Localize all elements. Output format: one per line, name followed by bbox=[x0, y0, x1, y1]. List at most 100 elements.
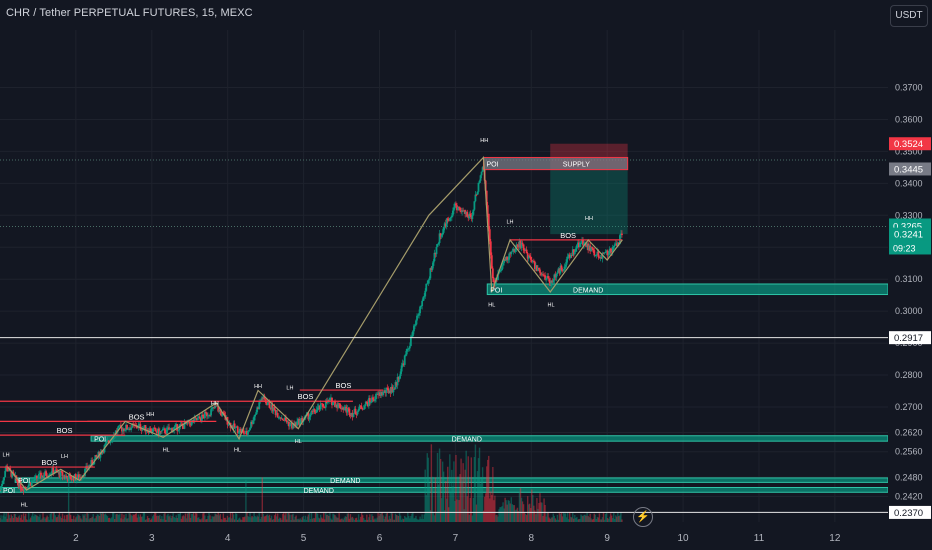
volume-bar bbox=[162, 519, 164, 522]
volume-bar bbox=[5, 512, 7, 522]
volume-bar bbox=[42, 512, 44, 522]
volume-bar bbox=[606, 517, 609, 522]
volume-bar bbox=[593, 513, 595, 522]
candle-body bbox=[358, 405, 361, 409]
candle-body bbox=[299, 419, 302, 426]
candle-body bbox=[1, 483, 3, 487]
volume-bar bbox=[596, 516, 599, 522]
time-tick-label: 5 bbox=[301, 533, 307, 544]
volume-bar bbox=[168, 516, 170, 522]
volume-bar bbox=[244, 516, 246, 522]
target-zone bbox=[550, 170, 628, 235]
price-tick-label: 0.3300 bbox=[895, 210, 923, 220]
candle-body bbox=[576, 242, 579, 246]
volume-bar bbox=[170, 518, 172, 522]
currency-button[interactable]: USDT bbox=[890, 5, 928, 27]
volume-bar bbox=[181, 516, 184, 522]
volume-bar bbox=[346, 513, 349, 522]
price-tick-label: 0.2800 bbox=[895, 370, 923, 380]
candle-body bbox=[379, 392, 382, 396]
candle-body bbox=[50, 473, 53, 475]
volume-bar bbox=[334, 515, 336, 522]
volume-bar bbox=[485, 466, 488, 522]
volume-bar bbox=[44, 518, 46, 522]
volume-bar bbox=[59, 516, 62, 522]
candle-body bbox=[400, 365, 403, 372]
volume-bar bbox=[433, 515, 436, 522]
volume-bar bbox=[430, 444, 433, 522]
volume-bar bbox=[309, 519, 312, 522]
price-tick-label: 0.2700 bbox=[895, 402, 923, 412]
candle-body bbox=[442, 227, 445, 233]
structure-label: HL bbox=[295, 439, 302, 445]
candle-body bbox=[424, 290, 427, 297]
candle-body bbox=[337, 403, 340, 408]
volume-bar bbox=[517, 511, 520, 522]
volume-bar bbox=[510, 497, 512, 522]
candle-body bbox=[415, 320, 417, 326]
volume-bar bbox=[463, 509, 465, 522]
candle-body bbox=[393, 388, 396, 390]
candle-body bbox=[171, 428, 174, 433]
candle-body bbox=[220, 411, 223, 416]
volume-bar bbox=[380, 513, 382, 522]
candle-body bbox=[365, 401, 368, 403]
candle-body bbox=[528, 255, 531, 257]
candle-body bbox=[389, 390, 392, 394]
volume-bar bbox=[108, 517, 111, 522]
candle-body bbox=[569, 255, 572, 258]
demand-zone bbox=[486, 283, 889, 296]
volume-bar bbox=[568, 512, 571, 522]
candle-body bbox=[573, 251, 576, 255]
volume-bar bbox=[481, 467, 484, 522]
volume-bar bbox=[155, 513, 157, 522]
volume-bar bbox=[598, 513, 601, 522]
volume-bar bbox=[608, 516, 611, 522]
volume-bar bbox=[375, 519, 377, 522]
volume-bar bbox=[543, 498, 545, 522]
volume-bar bbox=[61, 513, 64, 522]
candle-body bbox=[621, 233, 623, 236]
volume-bar bbox=[326, 515, 328, 522]
candle-body bbox=[348, 408, 351, 416]
volume-bar bbox=[277, 518, 280, 522]
volume-bar bbox=[220, 519, 223, 522]
volume-bar bbox=[497, 516, 499, 522]
volume-bar bbox=[41, 518, 43, 522]
volume-bar bbox=[553, 515, 556, 522]
zigzag-line bbox=[7, 156, 623, 491]
volume-bar bbox=[186, 513, 189, 522]
candle-body bbox=[328, 400, 330, 402]
volume-bar bbox=[523, 512, 526, 522]
volume-bar bbox=[321, 517, 323, 522]
volume-bar bbox=[201, 518, 203, 522]
candle-body bbox=[511, 250, 514, 252]
candle-body bbox=[263, 395, 266, 400]
candle-body bbox=[231, 425, 234, 430]
candle-body bbox=[343, 408, 346, 411]
volume-bar bbox=[556, 514, 559, 522]
candle-body bbox=[55, 469, 58, 471]
volume-bar bbox=[395, 515, 398, 522]
candle-body bbox=[26, 487, 29, 489]
volume-bar bbox=[490, 491, 492, 522]
volume-bar bbox=[85, 518, 87, 522]
volume-bar bbox=[546, 512, 548, 522]
structure-label: HL bbox=[163, 448, 170, 454]
volume-bar bbox=[227, 517, 230, 522]
candle-body bbox=[465, 211, 468, 214]
candle-body bbox=[45, 471, 48, 476]
volume-bar bbox=[43, 517, 45, 522]
volume-bar bbox=[229, 512, 232, 522]
candle-body bbox=[147, 430, 150, 433]
volume-bar bbox=[335, 516, 337, 522]
volume-bar bbox=[405, 517, 407, 522]
volume-bar bbox=[303, 519, 306, 522]
candle-body bbox=[32, 480, 35, 482]
current-price-label: 0.3265 bbox=[893, 221, 922, 232]
volume-bar bbox=[618, 516, 620, 522]
candle-body bbox=[464, 210, 467, 214]
volume-bar bbox=[505, 500, 507, 522]
flash-icon[interactable]: ⚡ bbox=[633, 507, 653, 527]
